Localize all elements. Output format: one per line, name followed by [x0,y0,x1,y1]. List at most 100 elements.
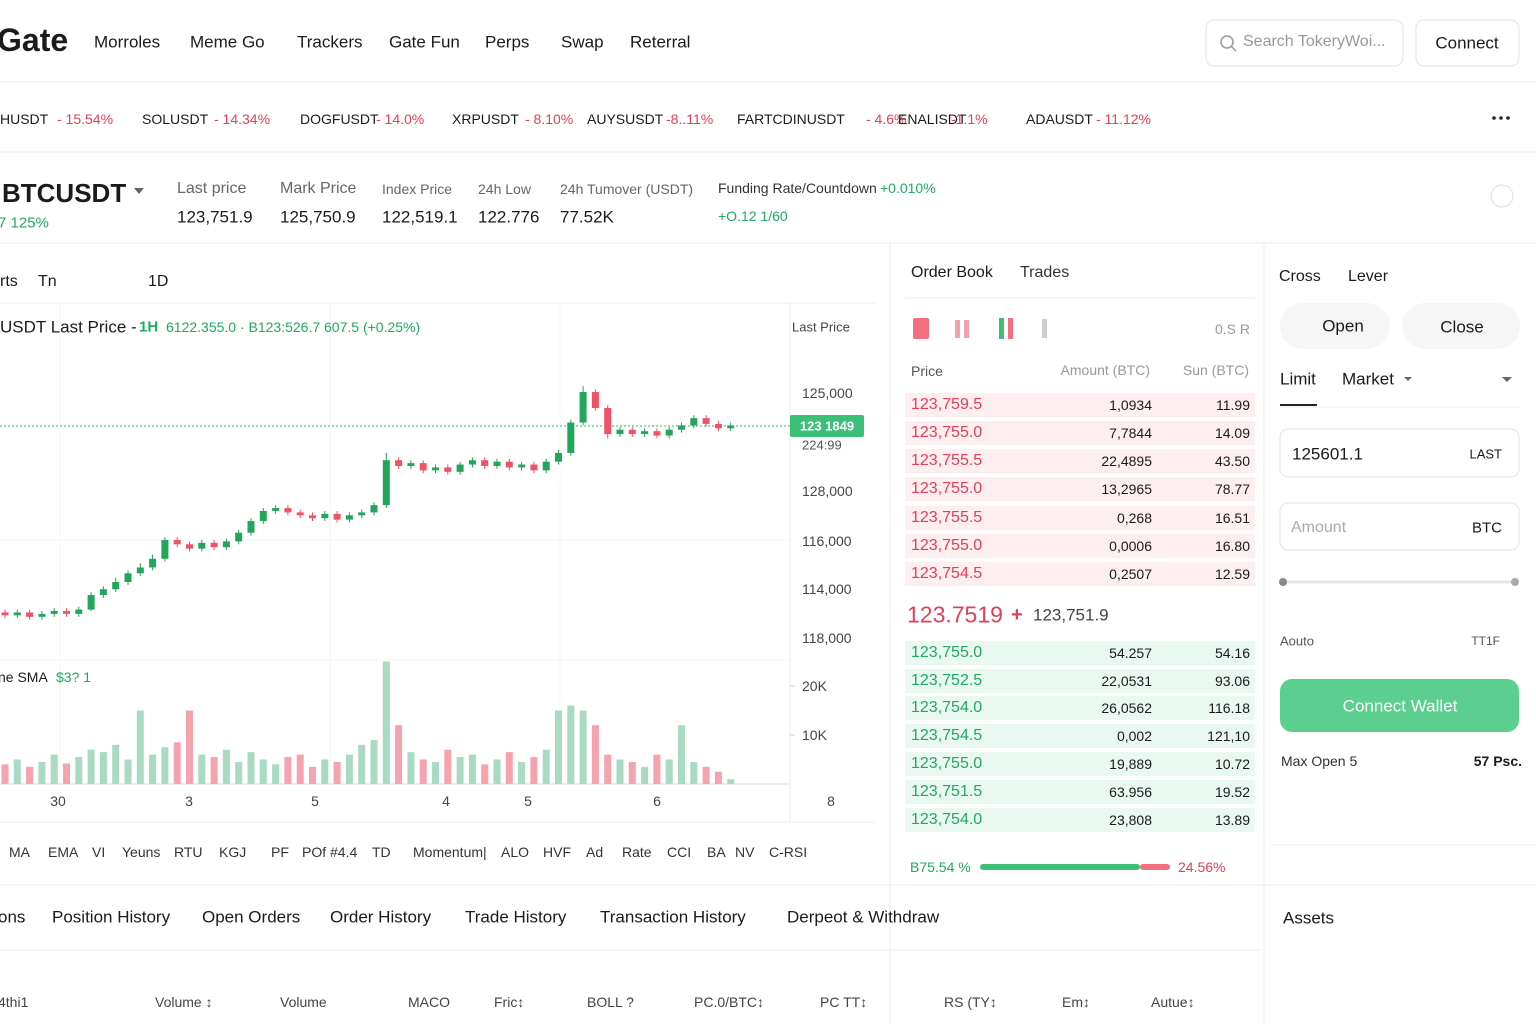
indicator[interactable]: RTU [174,844,203,860]
nav-link[interactable]: Swap [561,32,604,52]
book-price[interactable]: 123,755.0 [911,480,983,497]
book-price[interactable]: 123,752.5 [911,672,983,689]
toolbar-item[interactable]: rts [0,273,18,290]
nav-link[interactable]: Meme Go [190,32,265,52]
indicator[interactable]: Momentum| [413,844,487,860]
candle-body [702,418,710,424]
table-column[interactable]: Em↕ [1062,994,1090,1010]
ticker-symbol[interactable]: XRPUSDT [452,111,519,127]
indicator[interactable]: BA [707,844,726,860]
book-price[interactable]: 123,754.0 [911,699,983,716]
table-column[interactable]: RS (TY↕ [944,994,997,1010]
book-amount: 0,002 [1116,728,1152,744]
ticker-symbol[interactable]: DOGFUSDT [300,111,379,127]
connect-wallet-button[interactable]: Connect Wallet [1342,696,1458,716]
book-price[interactable]: 123,759.5 [911,396,983,413]
book-price[interactable]: 123,755.0 [911,537,983,554]
book-price[interactable]: 123,755.5 [911,509,983,526]
connect-button[interactable]: Connect [1435,33,1499,53]
last-price-sub: 224:99 [802,437,842,453]
book-price[interactable]: 123,755.0 [911,755,983,772]
candle-body [358,512,366,516]
bottom-tab[interactable]: Transaction History [600,907,746,927]
volume-bar [395,725,403,784]
open-tab[interactable]: Open [1322,316,1364,336]
market-tab[interactable]: Market [1342,369,1394,389]
indicator[interactable]: MA [9,844,30,860]
book-price[interactable]: 123,754.5 [911,727,983,744]
indicator[interactable]: ALO [501,844,530,860]
column-header: Amount (BTC) [1060,362,1150,378]
nav-link[interactable]: Trackers [297,32,363,52]
ticker-symbol[interactable]: HUSDT [0,111,49,127]
table-column[interactable]: Autue↕ [1151,994,1195,1010]
book-price[interactable]: 123,751.5 [911,783,983,800]
nav-link[interactable]: Morroles [94,32,161,52]
ticker-symbol[interactable]: AUYSUSDT [587,111,664,127]
indicator[interactable]: NV [735,844,755,860]
close-tab[interactable]: Close [1440,317,1484,337]
bottom-tab[interactable]: Derpeot & Withdraw [787,907,940,927]
depth-bg [905,534,1255,558]
margin-mode[interactable]: Cross [1279,268,1321,285]
tab[interactable]: Trades [1020,264,1070,281]
indicator[interactable]: Rate [622,844,652,860]
ticker-symbol[interactable]: ADAUSDT [1026,111,1093,127]
volume-bar [210,757,218,784]
price-input[interactable]: 125601.1 [1292,444,1363,464]
book-price[interactable]: 123,755.0 [911,424,983,441]
table-column[interactable]: Volume [280,994,327,1010]
limit-tab[interactable]: Limit [1280,369,1316,389]
column-header: Price [911,363,943,379]
depth-bg [905,808,1255,832]
indicator[interactable]: KGJ [219,844,247,860]
toolbar-item[interactable]: 1D [148,273,169,290]
bottom-tab[interactable]: Trade History [465,907,567,927]
bottom-tab[interactable]: ons [0,907,26,927]
bottom-tab[interactable]: Order History [330,907,432,927]
indicator[interactable]: TD [372,844,391,860]
tab[interactable]: Order Book [911,264,993,281]
indicator[interactable]: C-RSI [769,844,808,860]
table-column[interactable]: PC.0/BTC↕ [694,994,765,1010]
indicator[interactable]: VI [92,844,106,860]
indicator[interactable]: EMA [48,844,79,860]
candle-body [370,505,378,513]
candle-body [63,611,70,614]
table-column[interactable]: Fric↕ [494,994,525,1010]
candle-body [210,542,218,548]
toolbar-item[interactable]: Tn [38,273,57,290]
nav-link[interactable]: Gate Fun [389,32,460,52]
search-input[interactable]: Search TokeryWoi... [1243,33,1386,50]
volume-bar [112,744,120,784]
indicator[interactable]: PF [271,844,289,860]
ticker-symbol[interactable]: SOLUSDT [142,111,209,127]
table-column[interactable]: 4thi1 [0,994,29,1010]
stat-value: 123,751.9 [177,207,253,227]
ticker-symbol[interactable]: FARTCDINUSDT [737,111,845,127]
indicator[interactable]: CCI [667,844,692,860]
indicator[interactable]: Yeuns [122,844,161,860]
table-column[interactable]: MACO [408,994,450,1010]
table-column[interactable]: PC TT↕ [820,994,868,1010]
nav-link[interactable]: Reterral [630,32,691,52]
time-label: 3 [185,793,193,809]
volume-bar [87,749,95,784]
amount-input[interactable]: Amount [1291,519,1347,536]
table-column[interactable]: Volume ↕ [155,994,213,1010]
last-price-tag-text: 123 1849 [799,418,855,434]
leverage[interactable]: Lever [1348,268,1389,285]
nav-link[interactable]: Perps [485,32,530,52]
indicator[interactable]: HVF [543,844,571,860]
table-column[interactable]: BOLL ? [587,994,634,1010]
bottom-tab[interactable]: Open Orders [202,907,301,927]
indicator[interactable]: POf #4.4 [302,844,358,860]
book-price[interactable]: 123,754.0 [911,811,983,828]
book-price[interactable]: 123,755.0 [911,644,983,661]
ticker-symbol[interactable]: ENALISDT [898,111,967,127]
book-price[interactable]: 123,754.5 [911,565,983,582]
indicator[interactable]: Ad [586,844,604,860]
mid-price: 123.7519 [907,601,1003,628]
book-price[interactable]: 123,755.5 [911,452,983,469]
bottom-tab[interactable]: Position History [52,907,171,927]
